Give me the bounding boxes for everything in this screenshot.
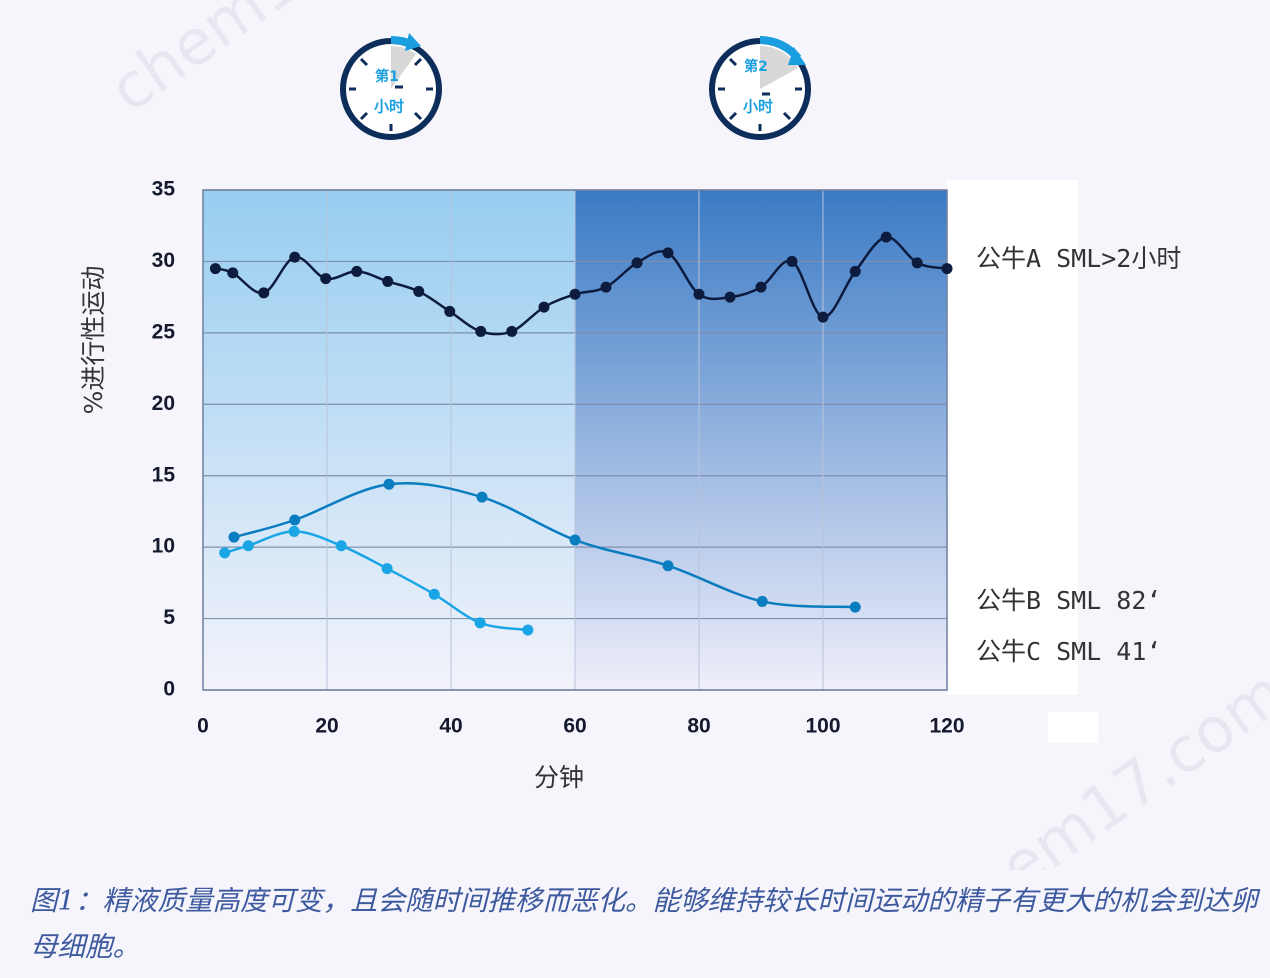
data-point xyxy=(631,257,643,269)
clock-label: 小时 xyxy=(743,98,773,116)
data-point xyxy=(911,257,923,269)
data-point xyxy=(849,601,861,613)
data-point xyxy=(538,301,550,313)
x-axis-label: 分钟 xyxy=(534,763,584,792)
y-tick-label: 0 xyxy=(163,678,175,701)
data-point xyxy=(693,288,705,300)
data-point xyxy=(474,617,486,629)
data-point xyxy=(242,540,254,552)
data-point xyxy=(335,540,347,552)
y-tick-label: 10 xyxy=(152,535,175,558)
data-point xyxy=(382,275,394,287)
y-tick-label: 20 xyxy=(152,392,175,415)
data-point xyxy=(413,285,425,297)
data-point xyxy=(724,291,736,303)
data-point xyxy=(289,514,301,526)
data-point xyxy=(381,563,393,575)
data-point xyxy=(219,547,231,559)
blank-box xyxy=(1048,712,1098,743)
clock-label: 小时 xyxy=(374,98,404,116)
data-point xyxy=(506,325,518,337)
data-point xyxy=(428,588,440,600)
data-point xyxy=(522,624,534,636)
data-point xyxy=(209,263,221,275)
plot-frame xyxy=(202,189,948,691)
x-tick-label: 120 xyxy=(929,715,964,738)
y-tick-label: 25 xyxy=(152,320,176,343)
data-point xyxy=(228,531,240,543)
x-tick-label: 0 xyxy=(197,715,209,738)
clock-label: 第2 xyxy=(744,58,768,75)
legend-box xyxy=(947,180,1078,695)
data-point xyxy=(880,231,892,243)
clock-icon: 第1 小时 xyxy=(340,33,442,140)
x-tick-label: 40 xyxy=(439,715,462,738)
data-point xyxy=(569,288,581,300)
data-point xyxy=(288,525,300,537)
data-point xyxy=(941,263,953,275)
data-point xyxy=(444,305,456,317)
data-point xyxy=(320,273,332,285)
legend-label: 公牛B SML 82‘ xyxy=(976,586,1161,615)
y-tick-label: 30 xyxy=(152,249,175,272)
data-point xyxy=(258,287,270,299)
clock-label: 第1 xyxy=(375,68,399,85)
x-tick-label: 60 xyxy=(563,715,586,738)
data-point xyxy=(786,255,798,267)
data-point xyxy=(383,478,395,490)
data-point xyxy=(755,281,767,293)
data-point xyxy=(662,247,674,259)
clock-icon: 第2 小时 xyxy=(709,35,811,140)
data-point xyxy=(849,265,861,277)
x-tick-label: 80 xyxy=(687,715,710,738)
data-point xyxy=(662,560,674,572)
data-point xyxy=(600,281,612,293)
shade-left xyxy=(203,190,575,690)
data-point xyxy=(569,534,581,546)
shade-right xyxy=(575,190,947,690)
x-tick-label: 100 xyxy=(805,715,840,738)
data-point xyxy=(756,595,768,607)
data-point xyxy=(351,265,363,277)
legend-label: 公牛A SML>2小时 xyxy=(976,244,1181,273)
data-point xyxy=(817,311,829,323)
y-tick-label: 5 xyxy=(163,606,175,629)
plot-background xyxy=(203,190,947,690)
series-line xyxy=(233,482,856,609)
legend-label: 公牛C SML 41‘ xyxy=(976,637,1161,666)
data-point xyxy=(475,325,487,337)
y-tick-label: 35 xyxy=(152,178,176,201)
x-tick-label: 20 xyxy=(315,715,338,738)
data-point xyxy=(476,491,488,503)
y-tick-label: 15 xyxy=(152,463,176,486)
data-point xyxy=(227,267,239,279)
data-point xyxy=(289,251,301,263)
y-axis-label: %进行性运动 xyxy=(79,266,108,415)
caption: 图1：精液质量高度可变，且会随时间推移而恶化。能够维持较长时间运动的精子有更大的… xyxy=(30,885,1258,963)
